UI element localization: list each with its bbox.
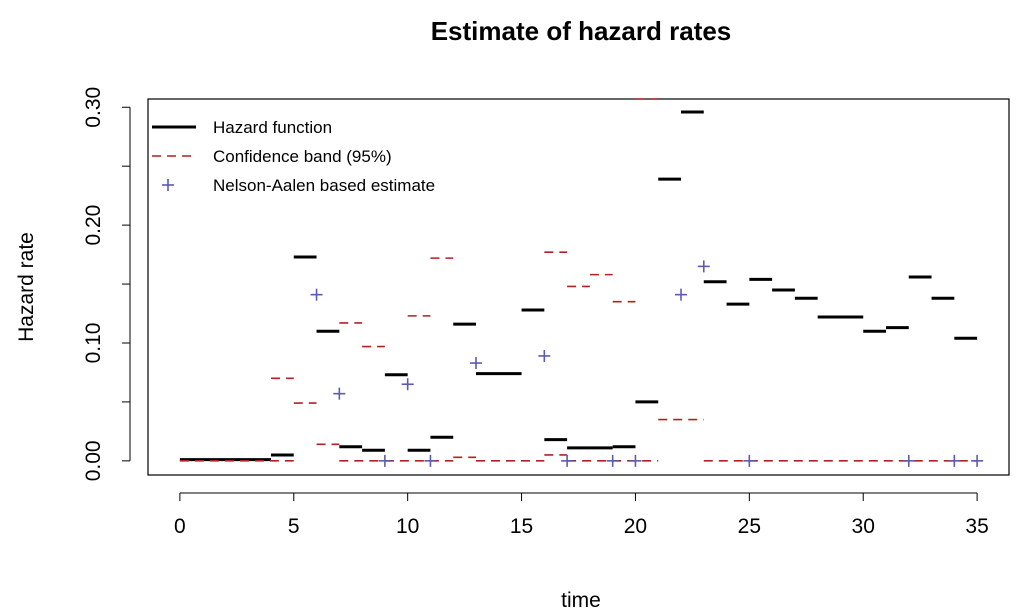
nelson-aalen-point [629,454,642,467]
y-axis: 0.00 0.10 0.20 0.30 [82,87,131,481]
x-axis: 0 5 10 15 20 25 30 35 [174,492,989,538]
nelson-aalen-point [561,454,574,467]
hazard-function-series [179,110,978,462]
nelson-aalen-point [538,349,551,362]
y-tick-label: 0.00 [82,440,105,481]
legend-label: Hazard function [213,118,332,137]
x-axis-label: time [561,589,601,612]
plot-frame [147,98,1010,476]
y-axis-label: Hazard rate [15,232,38,342]
chart-title: Estimate of hazard rates [431,16,732,46]
legend-label: Nelson-Aalen based estimate [213,176,435,195]
x-tick-label: 10 [396,515,419,538]
nelson-aalen-series [310,260,984,467]
x-tick-label: 35 [965,515,988,538]
y-tick-label: 0.20 [82,205,105,246]
plot-area [179,98,984,467]
x-tick-label: 0 [174,515,186,538]
x-tick-label: 5 [288,515,300,538]
y-tick-label: 0.30 [82,87,105,128]
legend-item: Nelson-Aalen based estimate [162,176,435,195]
legend: Hazard function Confidence band (95%) Nels… [152,118,435,195]
legend-item: Confidence band (95%) [152,147,392,166]
nelson-aalen-point [378,454,391,467]
nelson-aalen-point [743,454,756,467]
x-tick-label: 25 [738,515,761,538]
nelson-aalen-point [424,454,437,467]
nelson-aalen-point [333,387,346,400]
x-tick-label: 30 [852,515,875,538]
nelson-aalen-point [902,454,915,467]
nelson-aalen-point [606,454,619,467]
nelson-aalen-point [948,454,961,467]
legend-item: Hazard function [152,118,332,137]
nelson-aalen-point [971,454,984,467]
nelson-aalen-point [470,357,482,370]
nelson-aalen-point [310,288,323,301]
y-tick-label: 0.10 [82,323,105,364]
nelson-aalen-point [697,260,710,273]
x-tick-label: 20 [624,515,647,538]
nelson-aalen-point [401,378,414,391]
legend-label: Confidence band (95%) [213,147,392,166]
nelson-aalen-point [675,288,687,301]
x-tick-label: 15 [510,515,533,538]
